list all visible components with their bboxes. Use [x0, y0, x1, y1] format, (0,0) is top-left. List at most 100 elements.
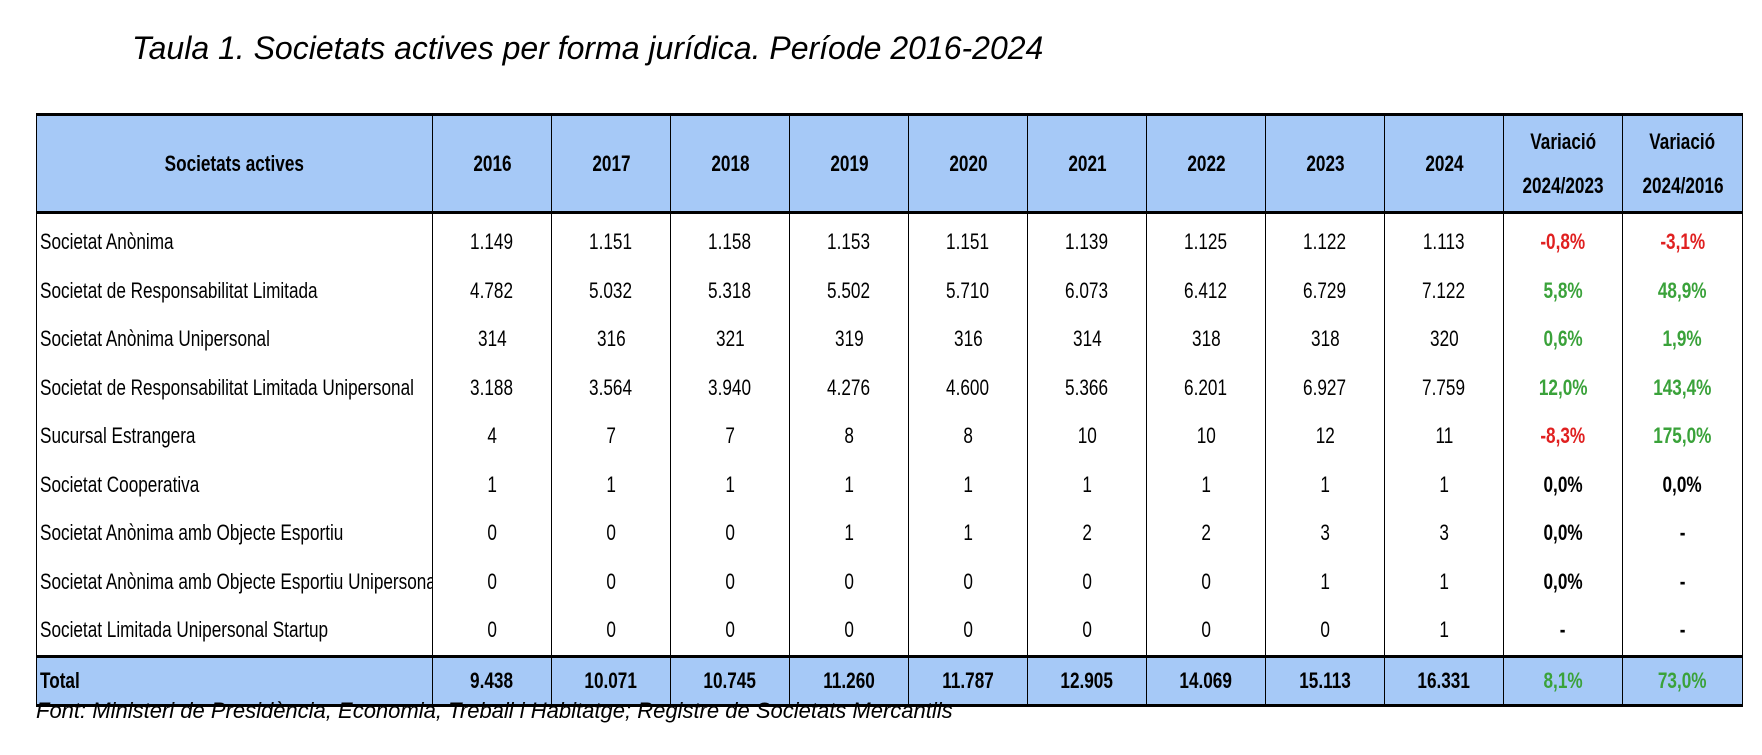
table-cell: 0 — [1265, 606, 1385, 656]
table-cell: 1 — [551, 460, 671, 509]
header-variation-2024-2023: Variació 2024/2023 — [1503, 113, 1623, 214]
table-cell: 3 — [1384, 509, 1504, 558]
table-cell: 1 — [670, 460, 790, 509]
total-cell: 11.260 — [789, 654, 909, 707]
variation-2024-2016-cell: -3,1% — [1622, 212, 1743, 267]
table-cell: 8 — [789, 412, 909, 461]
table-cell: 3 — [1265, 509, 1385, 558]
header-label: Societats actives — [36, 113, 433, 214]
source-note: Font: Ministeri de Presidència, Economia… — [36, 698, 953, 723]
table-cell: 316 — [551, 315, 671, 364]
table-cell: 1 — [1146, 460, 1266, 509]
table-cell: 7.122 — [1384, 266, 1504, 315]
table-cell: 3.940 — [670, 363, 790, 412]
table-cell: 0 — [1146, 606, 1266, 656]
row-label: Societat Anònima Unipersonal — [36, 315, 433, 364]
row-label: Sucursal Estrangera — [36, 412, 433, 461]
table-cell: 5.502 — [789, 266, 909, 315]
header-year: 2019 — [789, 113, 909, 214]
total-label: Total — [36, 654, 433, 707]
table-cell: 1.125 — [1146, 212, 1266, 267]
table-cell: 2 — [1027, 509, 1147, 558]
total-variation-2024-2016: 73,0% — [1622, 654, 1743, 707]
table-cell: 6.927 — [1265, 363, 1385, 412]
row-label: Societat Limitada Unipersonal Startup — [36, 606, 433, 656]
table-cell: 0 — [908, 606, 1028, 656]
table-cell: 0 — [551, 557, 671, 606]
total-variation-2024-2023: 8,1% — [1503, 654, 1623, 707]
table-cell: 1 — [908, 509, 1028, 558]
table-cell: 5.710 — [908, 266, 1028, 315]
variation-2024-2023-cell: -0,8% — [1503, 212, 1623, 267]
table-cell: 0 — [432, 557, 552, 606]
variation-2024-2016-cell: 1,9% — [1622, 315, 1743, 364]
total-cell: 10.745 — [670, 654, 790, 707]
table-cell: 1.149 — [432, 212, 552, 267]
table-cell: 1 — [789, 460, 909, 509]
table-cell: 318 — [1146, 315, 1266, 364]
variation-2024-2023-cell: 5,8% — [1503, 266, 1623, 315]
variation-2024-2016-cell: 0,0% — [1622, 460, 1743, 509]
variation-2024-2016-cell: - — [1622, 557, 1743, 606]
table-cell: 5.318 — [670, 266, 790, 315]
table-cell: 314 — [432, 315, 552, 364]
total-cell: 14.069 — [1146, 654, 1266, 707]
table-cell: 3.564 — [551, 363, 671, 412]
total-cell: 16.331 — [1384, 654, 1504, 707]
header-year: 2017 — [551, 113, 671, 214]
table-cell: 1 — [1265, 557, 1385, 606]
table-cell: 0 — [670, 509, 790, 558]
row-label: Societat de Responsabilitat Limitada Uni… — [36, 363, 433, 412]
table-title: Taula 1. Societats actives per forma jur… — [132, 30, 1044, 66]
table-cell: 6.729 — [1265, 266, 1385, 315]
table-row: Societat Cooperativa 1 1 1 1 1 1 1 1 1 0,0% 0,0% — [36, 460, 1743, 509]
table-cell: 6.412 — [1146, 266, 1266, 315]
table-row: Societat Anònima 1.149 1.151 1.158 1.153 1.15… — [36, 212, 1743, 267]
row-label: Societat Anònima amb Objecte Esportiu Un… — [36, 557, 433, 606]
total-row: Total 9.438 10.071 10.745 11.260 11.787 … — [36, 654, 1743, 707]
table-cell: 0 — [551, 509, 671, 558]
table-cell: 0 — [789, 606, 909, 656]
table-cell: 10 — [1027, 412, 1147, 461]
table-row: Societat Anònima amb Objecte Esportiu Un… — [36, 557, 1743, 606]
table-cell: 1.151 — [551, 212, 671, 267]
table-cell: 7.759 — [1384, 363, 1504, 412]
variation-2024-2016-cell: 48,9% — [1622, 266, 1743, 315]
variation-2024-2023-cell: 0,6% — [1503, 315, 1623, 364]
header-year: 2016 — [432, 113, 552, 214]
table-cell: 0 — [670, 606, 790, 656]
table-cell: 1 — [908, 460, 1028, 509]
table-cell: 1.122 — [1265, 212, 1385, 267]
table-row: Societat Anònima amb Objecte Esportiu 0 0 0… — [36, 509, 1743, 558]
table-cell: 0 — [432, 509, 552, 558]
data-table: Societats actives 2016 2017 2018 2019 20… — [36, 113, 1743, 707]
table-row: Sucursal Estrangera 4 7 7 8 8 10 10 12 11 -8,3% 175… — [36, 412, 1743, 461]
table-cell: 320 — [1384, 315, 1504, 364]
header-year: 2018 — [670, 113, 790, 214]
table-cell: 3.188 — [432, 363, 552, 412]
table-row: Societat Limitada Unipersonal Startup 0 0 0… — [36, 606, 1743, 656]
total-cell: 11.787 — [908, 654, 1028, 707]
table-cell: 5.032 — [551, 266, 671, 315]
table-cell: 1 — [1265, 460, 1385, 509]
table-cell: 1 — [1384, 606, 1504, 656]
table-cell: 0 — [789, 557, 909, 606]
table-cell: 7 — [551, 412, 671, 461]
table-row: Societat Anònima Unipersonal 314 316 321 319… — [36, 315, 1743, 364]
variation-2024-2023-cell: -8,3% — [1503, 412, 1623, 461]
table-cell: 314 — [1027, 315, 1147, 364]
table-cell: 12 — [1265, 412, 1385, 461]
table-cell: 4.600 — [908, 363, 1028, 412]
table-cell: 316 — [908, 315, 1028, 364]
table-cell: 0 — [1027, 557, 1147, 606]
row-label: Societat Anònima — [36, 212, 433, 267]
table-cell: 1.151 — [908, 212, 1028, 267]
header-variation-2024-2016: Variació 2024/2016 — [1622, 113, 1743, 214]
header-year: 2020 — [908, 113, 1028, 214]
table-cell: 319 — [789, 315, 909, 364]
variation-2024-2016-cell: - — [1622, 509, 1743, 558]
table-cell: 1.139 — [1027, 212, 1147, 267]
variation-2024-2023-cell: - — [1503, 606, 1623, 656]
table-cell: 321 — [670, 315, 790, 364]
variation-2024-2023-cell: 0,0% — [1503, 509, 1623, 558]
